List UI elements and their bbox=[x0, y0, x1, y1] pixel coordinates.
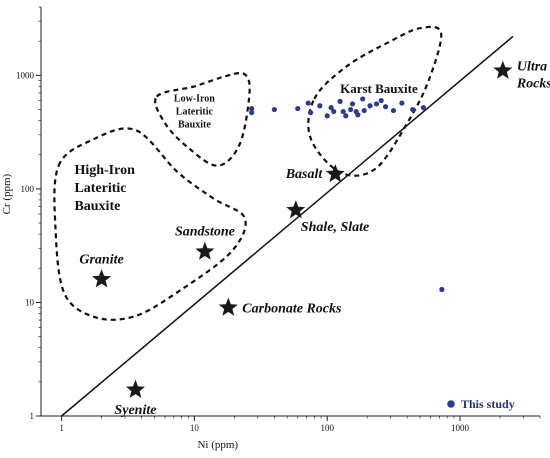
study-data-point bbox=[382, 104, 389, 110]
rock-marker-star-ultra-basic-rocks bbox=[493, 60, 513, 79]
study-data-point bbox=[355, 112, 361, 118]
y-tick-label: 1 bbox=[30, 411, 35, 421]
y-tick-label: 1000 bbox=[16, 70, 35, 80]
region-label-karst: Karst Bauxite bbox=[340, 81, 418, 96]
study-points-layer bbox=[249, 96, 445, 293]
study-data-point bbox=[340, 108, 346, 115]
study-data-point bbox=[331, 108, 337, 115]
y-axis-title: Cr (ppm) bbox=[1, 173, 13, 214]
legend: This study bbox=[447, 397, 515, 411]
reference-line-layer bbox=[61, 35, 514, 417]
rock-label-carbonate-rocks: Carbonate Rocks bbox=[242, 302, 342, 317]
x-tick-label: 1 bbox=[59, 423, 64, 433]
study-data-point bbox=[420, 105, 427, 111]
legend-label: This study bbox=[461, 397, 515, 411]
rock-label-basalt: Basalt bbox=[285, 167, 324, 182]
study-data-point bbox=[390, 107, 396, 114]
study-data-point bbox=[399, 100, 405, 106]
study-data-point bbox=[271, 106, 277, 113]
x-axis-title: Ni (ppm) bbox=[197, 439, 238, 451]
rock-label-granite: Granite bbox=[79, 252, 123, 267]
rock-marker-star-sandstone bbox=[195, 241, 215, 260]
region-outline-karst bbox=[307, 25, 443, 177]
region-outline-low-iron bbox=[154, 71, 251, 167]
rock-marker-star-carbonate-rocks bbox=[218, 297, 238, 316]
rock-marker-star-basalt bbox=[325, 164, 345, 183]
study-data-point bbox=[343, 113, 349, 119]
study-data-point bbox=[373, 101, 380, 107]
region-label-low-iron: Low-Iron Lateritic Bauxite bbox=[174, 93, 215, 130]
study-data-point bbox=[410, 106, 416, 113]
regions-layer bbox=[53, 25, 443, 321]
y-tick-label: 100 bbox=[21, 184, 35, 194]
study-data-point bbox=[249, 109, 255, 116]
rock-label-shale-slate: Shale, Slate bbox=[301, 220, 369, 235]
study-data-point bbox=[328, 105, 334, 111]
study-data-point bbox=[308, 109, 314, 116]
study-data-point bbox=[367, 103, 373, 109]
study-data-point bbox=[360, 96, 366, 102]
study-data-point bbox=[378, 97, 384, 104]
labels-layer: Low-Iron Lateritic Bauxite High-Iron Laterit… bbox=[74, 60, 550, 418]
rock-label-syenite: Syenite bbox=[114, 403, 156, 418]
x-tick-label: 1000 bbox=[451, 423, 470, 433]
study-data-point bbox=[249, 105, 255, 112]
rock-marker-star-syenite bbox=[126, 379, 145, 398]
axes-layer: 1 10 100 1000 1 10 100 1000 Ni (ppm) Cr (ppm) bbox=[1, 6, 541, 451]
study-data-point bbox=[349, 101, 356, 107]
reference-line bbox=[61, 35, 514, 417]
rock-marker-star-shale-slate bbox=[286, 200, 306, 219]
study-data-point bbox=[439, 286, 445, 293]
rock-marker-star-granite bbox=[92, 269, 112, 288]
region-label-high-iron: High-Iron Lateritic Bauxite bbox=[74, 163, 135, 214]
legend-marker bbox=[447, 400, 455, 408]
x-tick-label: 10 bbox=[190, 423, 200, 433]
study-data-point bbox=[361, 107, 367, 114]
rock-label-ultra-basic-rocks: Ultra BasicRocks bbox=[516, 60, 550, 92]
study-data-point bbox=[348, 106, 354, 113]
y-tick-label: 10 bbox=[25, 297, 35, 307]
study-data-point bbox=[317, 103, 323, 109]
rock-markers-layer bbox=[92, 60, 513, 398]
study-data-point bbox=[305, 100, 311, 106]
study-data-point bbox=[337, 98, 343, 104]
x-tick-label: 100 bbox=[320, 423, 334, 433]
study-data-point bbox=[324, 113, 330, 119]
study-data-point bbox=[295, 105, 301, 112]
rock-label-sandstone: Sandstone bbox=[175, 225, 235, 240]
